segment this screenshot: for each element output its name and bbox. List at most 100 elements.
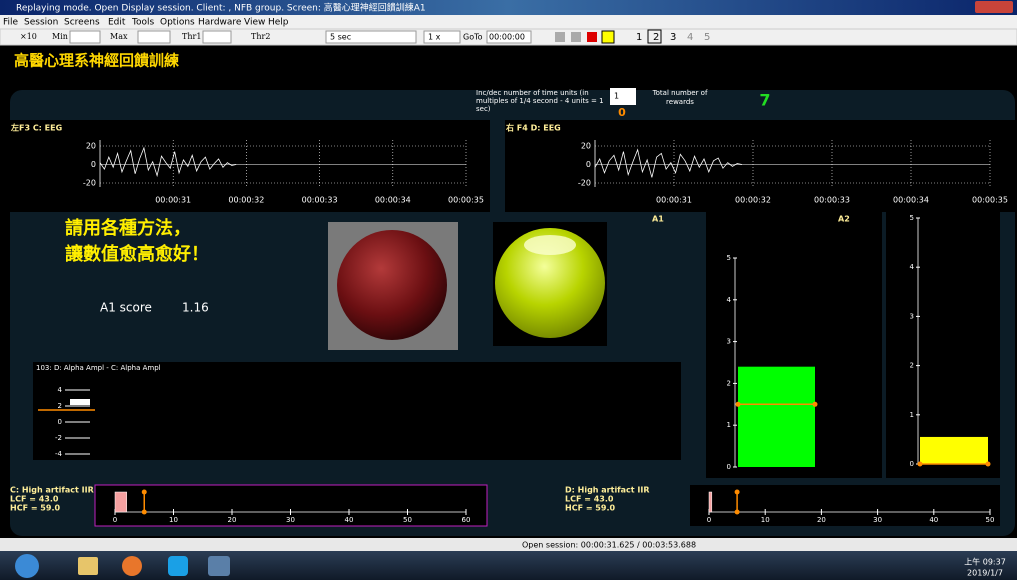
eeg-label: 左F3 C: EEG [10,123,62,133]
transport-button[interactable] [587,32,597,42]
threshold-handle[interactable] [735,401,741,407]
screen-tab[interactable]: 5 [704,32,710,43]
artifact-text: LCF = 43.0 [10,495,59,504]
threshold-handle[interactable] [141,489,147,495]
artifact-level [708,491,713,513]
reward-inc-value: 1 [614,92,619,101]
menu-item[interactable]: Tools [131,18,154,28]
score-value: 1.16 [182,301,209,315]
meter-tick-label: 2 [727,379,731,387]
meter-label: A1 [652,215,664,224]
boat-tick-label: 4 [58,386,63,394]
close-button[interactable] [975,1,1013,13]
meter-label: A2 [838,215,850,224]
menu-item[interactable]: Options [160,18,195,28]
spin-input[interactable] [69,30,101,44]
screen-tab[interactable]: 4 [687,32,693,43]
meter-tick-label: 3 [727,338,731,346]
boat-indicator [70,399,90,405]
threshold-handle[interactable] [985,461,991,467]
taskbar [0,551,1017,580]
instruction: 請用各種方法， [65,217,191,239]
skype-icon[interactable] [168,556,188,576]
reward-inc-label: Inc/dec number of time units (in [476,89,589,97]
artifact-tick-label: 60 [462,516,471,524]
menu-item[interactable]: Hardware [198,18,242,28]
meter-tick-label: 3 [910,312,914,320]
total-label: Total number of [652,89,708,97]
artifact-tick-label: 10 [761,516,770,524]
threshold-handle[interactable] [734,489,740,495]
reward-inc-label: multiples of 1/4 second - 4 units = 1 [476,97,604,105]
epoch-select[interactable] [325,30,417,44]
threshold-handle[interactable] [812,401,818,407]
meter-tick-label: 0 [910,460,914,468]
eeg-x-tick-label: 00:00:31 [155,196,191,205]
status-bar [0,538,1017,551]
eeg-x-tick-label: 00:00:32 [228,196,264,205]
menu-item[interactable]: Session [24,18,58,28]
menu-item[interactable]: Edit [108,18,126,28]
eeg-y-tick-label: 0 [91,160,96,169]
artifact-tick-label: 30 [286,516,295,524]
goto-value: 00:00:00 [489,33,525,42]
eeg-y-tick-label: 0 [586,160,591,169]
threshold-handle[interactable] [734,509,740,515]
eeg-x-tick-label: 00:00:35 [448,196,484,205]
eeg-x-tick-label: 00:00:34 [893,196,929,205]
goto-input[interactable] [486,30,532,44]
menu-item[interactable]: File [3,18,19,28]
toolbar-label: Thr2 [251,32,270,41]
eeg-panel [505,120,1015,212]
eeg-x-tick-label: 00:00:34 [375,196,411,205]
spin-input[interactable] [202,30,232,44]
transport-button[interactable] [555,32,565,42]
app-icon[interactable] [208,556,230,576]
boat-tick-label: 2 [58,402,62,410]
start-button[interactable] [15,554,39,578]
eeg-panel [10,120,490,212]
eeg-trace [594,148,743,178]
threshold-handle[interactable] [917,461,923,467]
artifact-text: D: High artifact IIR [565,486,650,495]
screen-tab[interactable]: 3 [670,32,676,43]
screen-tab[interactable]: 2 [653,32,659,43]
explorer-icon[interactable] [78,557,98,575]
boat-tick-label: -4 [55,450,63,458]
menu-item[interactable]: Help [268,18,289,28]
green-ball [495,228,605,338]
artifact-panel [690,485,1000,526]
artifact-level [114,491,127,513]
speed-value: 1 x [428,33,441,42]
screen-selected [647,29,662,44]
menu-item[interactable]: View [244,18,265,28]
inc-spin[interactable] [610,88,636,105]
menu-bar [0,15,1017,29]
instruction: 讓數值愈高愈好！ [65,243,209,265]
eeg-x-tick-label: 00:00:31 [656,196,692,205]
eeg-trace [99,146,237,178]
toolbar-label: ×10 [20,32,37,41]
reward-total: 7 [759,91,770,110]
pause-button[interactable] [601,30,615,44]
artifact-tick-label: 40 [345,516,354,524]
eeg-label: 右 F4 D: EEG [505,123,561,133]
eeg-y-tick-label: -20 [83,179,96,188]
artifact-tick-label: 0 [707,516,711,524]
spin-input[interactable] [137,30,171,44]
score-label: A1 score [100,301,152,315]
artifact-text: HCF = 59.0 [10,504,60,513]
firefox-icon[interactable] [122,556,142,576]
speed-select[interactable] [423,30,461,44]
eeg-y-tick-label: -20 [578,179,591,188]
transport-button[interactable] [571,32,581,42]
boat-tick-label: 0 [58,418,62,426]
screen-tab[interactable]: 1 [636,32,642,43]
menu-item[interactable]: Screens [64,18,100,28]
threshold-handle[interactable] [141,509,147,515]
toolbar-label: Max [110,32,128,41]
meter-tick-label: 5 [727,254,731,262]
toolbar-label: Min [52,32,68,41]
